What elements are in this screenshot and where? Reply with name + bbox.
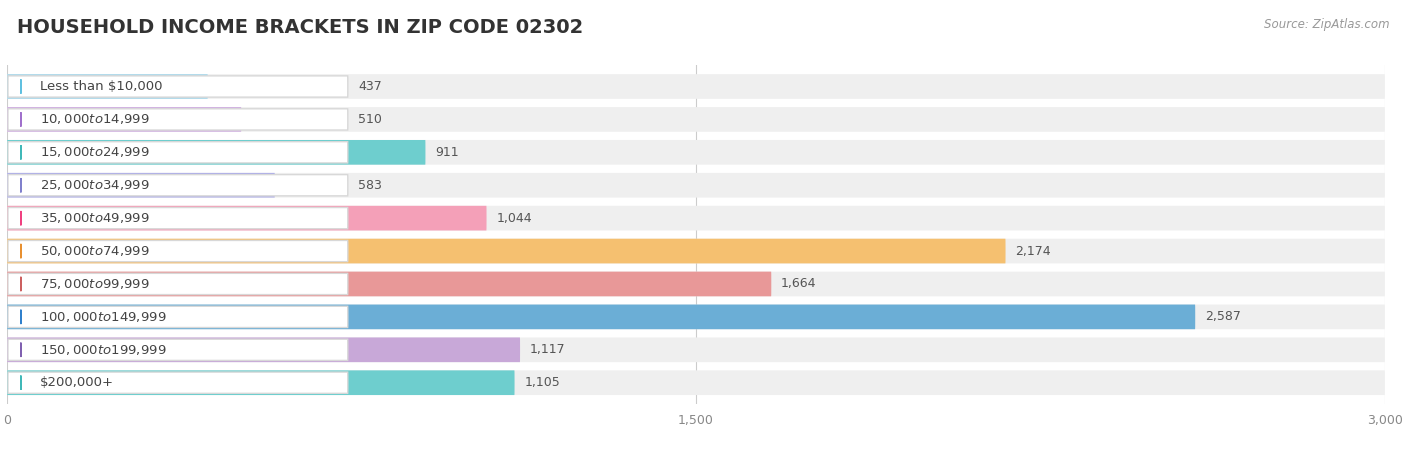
FancyBboxPatch shape bbox=[7, 272, 1385, 296]
Text: $25,000 to $34,999: $25,000 to $34,999 bbox=[41, 178, 150, 192]
FancyBboxPatch shape bbox=[7, 338, 520, 362]
Text: Source: ZipAtlas.com: Source: ZipAtlas.com bbox=[1264, 18, 1389, 31]
FancyBboxPatch shape bbox=[7, 370, 1385, 395]
FancyBboxPatch shape bbox=[7, 272, 772, 296]
Text: 1,664: 1,664 bbox=[780, 277, 817, 291]
FancyBboxPatch shape bbox=[7, 140, 1385, 165]
Text: $75,000 to $99,999: $75,000 to $99,999 bbox=[41, 277, 150, 291]
FancyBboxPatch shape bbox=[7, 74, 208, 99]
Text: $150,000 to $199,999: $150,000 to $199,999 bbox=[41, 343, 167, 357]
FancyBboxPatch shape bbox=[8, 306, 347, 327]
FancyBboxPatch shape bbox=[7, 239, 1005, 264]
FancyBboxPatch shape bbox=[7, 173, 274, 198]
Text: 911: 911 bbox=[434, 146, 458, 159]
Text: Less than $10,000: Less than $10,000 bbox=[41, 80, 163, 93]
Text: $200,000+: $200,000+ bbox=[41, 376, 114, 389]
FancyBboxPatch shape bbox=[7, 370, 515, 395]
FancyBboxPatch shape bbox=[8, 207, 347, 229]
FancyBboxPatch shape bbox=[7, 206, 1385, 230]
FancyBboxPatch shape bbox=[7, 304, 1195, 329]
FancyBboxPatch shape bbox=[7, 107, 242, 132]
Text: $35,000 to $49,999: $35,000 to $49,999 bbox=[41, 211, 150, 225]
FancyBboxPatch shape bbox=[8, 273, 347, 295]
Text: 583: 583 bbox=[359, 179, 382, 192]
Text: 1,105: 1,105 bbox=[524, 376, 560, 389]
FancyBboxPatch shape bbox=[7, 239, 1385, 264]
FancyBboxPatch shape bbox=[7, 304, 1385, 329]
FancyBboxPatch shape bbox=[8, 142, 347, 163]
FancyBboxPatch shape bbox=[8, 339, 347, 361]
Text: 1,117: 1,117 bbox=[530, 343, 565, 357]
FancyBboxPatch shape bbox=[8, 175, 347, 196]
Text: 2,587: 2,587 bbox=[1205, 310, 1240, 323]
Text: 510: 510 bbox=[359, 113, 382, 126]
FancyBboxPatch shape bbox=[8, 241, 347, 262]
Text: $10,000 to $14,999: $10,000 to $14,999 bbox=[41, 112, 150, 127]
Text: 437: 437 bbox=[359, 80, 382, 93]
FancyBboxPatch shape bbox=[8, 109, 347, 130]
FancyBboxPatch shape bbox=[7, 107, 1385, 132]
FancyBboxPatch shape bbox=[8, 372, 347, 393]
FancyBboxPatch shape bbox=[7, 74, 1385, 99]
FancyBboxPatch shape bbox=[7, 338, 1385, 362]
FancyBboxPatch shape bbox=[7, 140, 426, 165]
FancyBboxPatch shape bbox=[7, 206, 486, 230]
Text: $100,000 to $149,999: $100,000 to $149,999 bbox=[41, 310, 167, 324]
FancyBboxPatch shape bbox=[7, 173, 1385, 198]
Text: 2,174: 2,174 bbox=[1015, 245, 1050, 258]
Text: 1,044: 1,044 bbox=[496, 211, 531, 224]
Text: $15,000 to $24,999: $15,000 to $24,999 bbox=[41, 145, 150, 159]
Text: $50,000 to $74,999: $50,000 to $74,999 bbox=[41, 244, 150, 258]
FancyBboxPatch shape bbox=[8, 76, 347, 97]
Text: HOUSEHOLD INCOME BRACKETS IN ZIP CODE 02302: HOUSEHOLD INCOME BRACKETS IN ZIP CODE 02… bbox=[17, 18, 583, 37]
